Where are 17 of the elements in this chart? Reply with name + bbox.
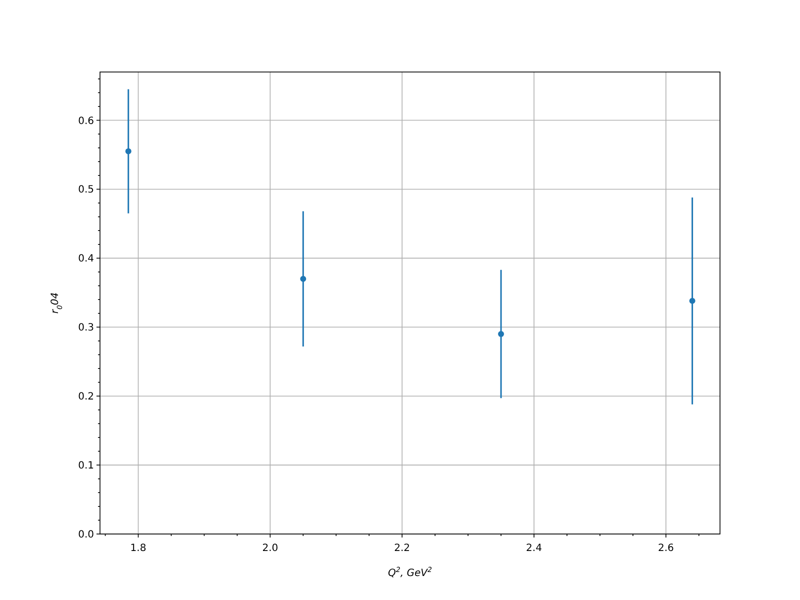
x-tick-label: 1.8: [130, 543, 146, 554]
point: [125, 148, 132, 154]
x-tick-label: 2.4: [526, 543, 542, 554]
y-tick-label: 0.6: [78, 116, 94, 127]
x-tick-label: 2.2: [394, 543, 410, 554]
y-tick-label: 0.3: [78, 322, 94, 334]
point: [498, 331, 504, 338]
point: [300, 276, 306, 282]
y-tick-label: 0.1: [78, 460, 94, 472]
x-axis-title: Q$^{2}$, GeV$^{2}$: [388, 566, 432, 579]
point: [689, 298, 696, 304]
y-tick-label: 0.0: [78, 530, 94, 540]
y-tick-label: 0.4: [78, 254, 94, 265]
y-tick-label: 0.2: [78, 392, 94, 403]
y-tick-label: 0.5: [78, 184, 94, 196]
x-tick-label: 2.6: [658, 543, 674, 554]
x-tick-label: 2.0: [262, 543, 278, 554]
